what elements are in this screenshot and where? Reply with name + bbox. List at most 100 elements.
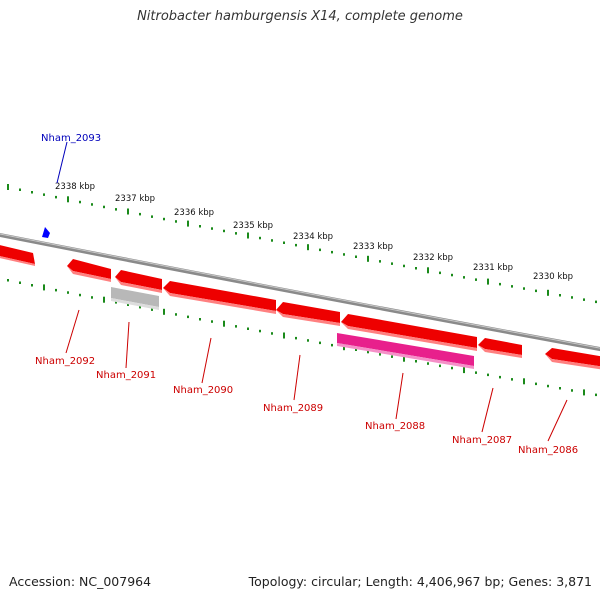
gene-label-nham-2092[interactable]: Nham_2092	[35, 356, 95, 367]
minor-tick	[499, 282, 501, 286]
gene-nham-2090-arrow[interactable]	[115, 270, 162, 290]
minor-tick	[55, 288, 57, 292]
gene-nham-2088-arrow[interactable]	[276, 302, 340, 323]
minor-tick	[55, 195, 57, 199]
accession-text: Accession: NC_007964	[9, 574, 152, 589]
gene-nham-2086-shade	[478, 345, 522, 358]
gene-nham-2088-shade	[276, 310, 340, 326]
minor-tick	[415, 267, 417, 270]
gene-label-nham-2089[interactable]: Nham_2089	[263, 403, 323, 414]
minor-tick	[127, 303, 129, 306]
ruler-label-2336: 2336 kbp	[174, 208, 214, 218]
minor-tick	[439, 364, 441, 368]
minor-tick	[307, 339, 309, 342]
ruler-label-2334: 2334 kbp	[293, 232, 333, 242]
major-tick	[463, 367, 465, 374]
minor-tick	[103, 205, 105, 209]
ruler-label-2337: 2337 kbp	[115, 194, 155, 204]
minor-tick	[259, 236, 261, 240]
gene-label-nham-2086[interactable]: Nham_2086	[518, 445, 578, 456]
minor-tick	[595, 300, 597, 304]
major-tick	[7, 184, 9, 190]
gene-nham-2087-arrow[interactable]	[341, 314, 477, 348]
gene-nham-2090-shade	[115, 277, 162, 293]
minor-tick	[391, 262, 393, 265]
minor-tick	[91, 203, 93, 206]
major-tick	[127, 208, 129, 215]
minor-tick	[487, 373, 489, 377]
gene-label-nham-2090[interactable]: Nham_2090	[173, 385, 233, 396]
minor-tick	[415, 360, 417, 363]
minor-tick	[559, 294, 561, 297]
minor-tick	[451, 273, 453, 277]
major-tick	[163, 308, 165, 315]
leader-nham-2086	[547, 399, 568, 442]
minor-tick	[19, 281, 21, 284]
major-tick	[367, 255, 369, 262]
major-tick	[283, 332, 285, 339]
minor-tick	[151, 215, 153, 218]
major-tick	[223, 320, 225, 327]
major-tick	[487, 278, 489, 285]
gene-label-nham-2093[interactable]: Nham_2093	[41, 133, 101, 144]
minor-tick	[139, 212, 141, 216]
leader-nham-2090	[201, 337, 212, 384]
minor-tick	[475, 371, 477, 374]
major-tick	[403, 355, 405, 362]
gene-nham-2092-shade	[0, 256, 35, 266]
minor-tick	[535, 289, 537, 293]
major-tick	[343, 344, 345, 351]
minor-tick	[235, 232, 237, 235]
minor-tick	[295, 243, 297, 247]
gene-edge-arrow[interactable]	[545, 348, 600, 367]
major-tick	[187, 220, 189, 227]
minor-tick	[511, 285, 513, 288]
minor-tick	[199, 318, 201, 321]
major-tick	[583, 389, 585, 396]
minor-tick	[439, 271, 441, 275]
minor-tick	[211, 227, 213, 230]
major-tick	[67, 196, 69, 203]
minor-tick	[79, 200, 81, 204]
minor-tick	[115, 301, 117, 304]
gene-nham-2093-marker[interactable]	[42, 227, 50, 238]
gene-nham-2092-arrow[interactable]	[0, 244, 35, 264]
gene-nham-2089-shade	[163, 288, 276, 314]
gene-pink-feature[interactable]	[337, 333, 474, 366]
leader-nham-2092	[65, 309, 80, 354]
minor-tick	[259, 329, 261, 333]
gene-label-nham-2088[interactable]: Nham_2088	[365, 421, 425, 432]
minor-tick	[547, 384, 549, 388]
gene-nham-2089-arrow[interactable]	[163, 281, 276, 311]
minor-tick	[91, 296, 93, 299]
gene-label-nham-2091[interactable]: Nham_2091	[96, 370, 156, 381]
leader-nham-2087	[481, 387, 494, 433]
minor-tick	[475, 278, 477, 281]
minor-tick	[187, 315, 189, 319]
minor-tick	[379, 353, 381, 356]
outer-tick-track	[7, 184, 597, 304]
minor-tick	[343, 253, 345, 256]
gene-grey-feature[interactable]	[111, 287, 159, 307]
minor-tick	[331, 250, 333, 254]
ruler-label-2338: 2338 kbp	[55, 182, 95, 192]
gene-grey-feature-shade	[111, 298, 159, 310]
minor-tick	[211, 320, 213, 323]
minor-tick	[247, 327, 249, 330]
ruler-label-2330: 2330 kbp	[533, 272, 573, 282]
minor-tick	[355, 255, 357, 258]
leader-nham-2093	[56, 141, 68, 184]
gene-nham-2091-arrow[interactable]	[67, 259, 111, 279]
minor-tick	[271, 332, 273, 335]
gene-label-nham-2087[interactable]: Nham_2087	[452, 435, 512, 446]
leader-nham-2091	[125, 321, 130, 369]
gene-nham-2087-shade	[341, 322, 477, 351]
ruler-label-2332: 2332 kbp	[413, 253, 453, 263]
major-tick	[103, 296, 105, 303]
major-tick	[43, 284, 45, 291]
minor-tick	[175, 220, 177, 223]
gene-nham-2086-arrow[interactable]	[478, 338, 522, 355]
minor-tick	[163, 217, 165, 221]
major-tick	[427, 267, 429, 274]
minor-tick	[391, 355, 393, 358]
